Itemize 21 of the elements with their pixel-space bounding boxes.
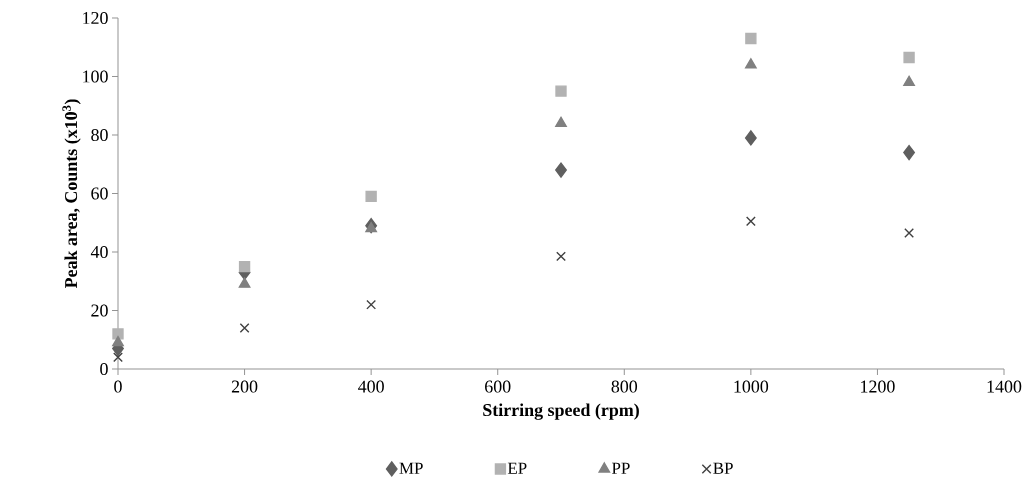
x-tick-label: 1200 [861, 380, 895, 393]
y-tick-label: 0 [100, 362, 108, 376]
x-tick-label: 400 [358, 380, 384, 393]
x-tick-label: 800 [611, 380, 638, 393]
x-tick-label: 600 [485, 380, 511, 393]
y-tick-label: 100 [83, 70, 108, 83]
legend-label: PP [611, 462, 630, 474]
x-tick-label: 1000 [734, 380, 769, 393]
y-tick-label: 60 [91, 187, 108, 200]
legend-label: EP [507, 462, 527, 474]
y-tick-label: 20 [91, 304, 108, 317]
x-tick-label: 1400 [987, 380, 1022, 393]
legend-label: BP [713, 462, 733, 474]
x-tick-label: 0 [114, 380, 122, 393]
y-tick-label: 120 [83, 11, 108, 25]
x-axis-title: Stirring speed (rpm) [483, 403, 639, 420]
x-tick-label: 200 [231, 380, 258, 393]
legend-label: MP [399, 462, 423, 474]
y-tick-label: 40 [90, 245, 108, 259]
y-tick-label: 80 [91, 128, 108, 142]
y-axis-title: Peak area, Counts (x10$^{3}$) [62, 99, 81, 289]
